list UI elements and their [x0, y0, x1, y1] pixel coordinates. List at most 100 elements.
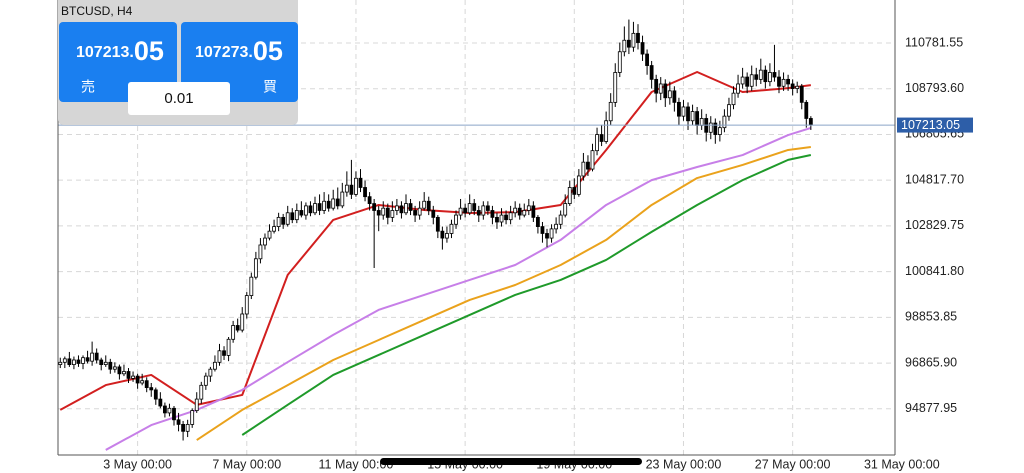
buy-price-big[interactable]: 05	[253, 36, 283, 66]
candle-body	[181, 424, 185, 432]
candle-body	[244, 295, 249, 315]
candle-body	[540, 226, 545, 234]
candle-body	[299, 210, 304, 216]
candle-body	[467, 203, 472, 214]
candle-body	[613, 72, 618, 103]
buy-price[interactable]: 107273.05	[195, 36, 283, 66]
candle-body	[172, 407, 176, 421]
candle-body	[58, 361, 63, 365]
candle-body	[408, 203, 413, 211]
candle-body	[649, 65, 654, 80]
candle-body	[158, 398, 163, 407]
candle-body	[645, 53, 649, 66]
sell-label[interactable]: 売	[81, 79, 95, 95]
x-tick-label: 31 May 00:00	[864, 457, 940, 471]
sell-price[interactable]: 107213.05	[76, 36, 164, 66]
candle-body	[263, 237, 267, 246]
candle-body	[790, 83, 795, 89]
candle-body	[90, 352, 95, 362]
buy-price-main[interactable]: 107273.	[195, 44, 253, 61]
candle-body	[590, 150, 595, 170]
candle-body	[622, 39, 627, 53]
candle-body	[581, 161, 586, 177]
candle-body	[636, 32, 640, 43]
buy-label[interactable]: 買	[263, 79, 277, 95]
candle-body	[213, 361, 217, 370]
candle-body	[731, 92, 736, 106]
candle-body	[103, 361, 108, 365]
candle-body	[586, 161, 590, 170]
x-tick-label: 7 May 00:00	[212, 457, 281, 471]
candle-body	[558, 214, 563, 225]
candle-body	[62, 358, 67, 363]
candle-body	[681, 106, 686, 117]
candle-body	[367, 196, 372, 204]
candle-body	[399, 205, 404, 214]
x-tick-label: 3 May 00:00	[103, 457, 172, 471]
candle-body	[326, 200, 331, 209]
candle-body	[354, 177, 358, 195]
candle-body	[413, 210, 417, 216]
candle-body	[285, 212, 290, 225]
candle-body	[217, 350, 222, 363]
y-tick-label: 102829.75	[905, 218, 964, 232]
candle-body	[576, 175, 581, 195]
candle-body	[504, 214, 508, 221]
candle-body	[572, 187, 577, 195]
candle-body	[208, 368, 213, 377]
lot-value[interactable]: 0.01	[164, 90, 193, 107]
candle-body	[604, 120, 609, 142]
candle-body	[617, 51, 622, 73]
candle-body	[203, 375, 208, 386]
candle-body	[294, 210, 299, 221]
candle-body	[417, 207, 422, 216]
candle-body	[631, 32, 636, 48]
candle-body	[235, 325, 240, 331]
candle-body	[240, 313, 245, 331]
axis-labels: 110781.55108793.60106805.65104817.701028…	[103, 35, 973, 471]
candle-body	[67, 358, 72, 365]
candle-body	[313, 203, 317, 214]
candle-body	[431, 210, 436, 218]
candle-body	[526, 205, 531, 211]
candle-body	[331, 198, 336, 209]
candle-body	[563, 203, 568, 216]
sell-price-big[interactable]: 05	[134, 36, 164, 66]
x-tick-label: 11 May 00:00	[319, 457, 394, 471]
candle-body	[108, 361, 113, 370]
moving-average-line	[105, 126, 812, 451]
last-price-box	[897, 117, 973, 133]
candle-body	[727, 104, 731, 117]
y-tick-label: 100841.80	[905, 264, 964, 278]
candle-body	[99, 359, 104, 365]
candle-body	[317, 203, 322, 211]
lot-input[interactable]	[128, 82, 230, 115]
candle-body	[426, 200, 431, 211]
candle-body	[335, 198, 340, 207]
candle-body	[740, 76, 745, 85]
candle-body	[763, 69, 768, 83]
candle-body	[176, 419, 181, 425]
candle-body	[162, 405, 167, 414]
candle-body	[249, 276, 254, 296]
candle-body	[736, 83, 740, 94]
candle-body	[322, 200, 327, 211]
candle-body	[485, 205, 490, 211]
y-tick-label: 104817.70	[905, 172, 964, 186]
sell-price-main[interactable]: 107213.	[76, 44, 134, 61]
candle-body	[199, 384, 204, 400]
candle-body	[135, 375, 140, 384]
candle-body	[786, 78, 791, 85]
candle-body	[94, 352, 99, 361]
candle-body	[167, 407, 172, 414]
candle-body	[85, 357, 90, 362]
candle-body	[144, 380, 149, 389]
moving-average-line	[59, 71, 811, 411]
candle-body	[804, 101, 809, 119]
candles	[58, 19, 895, 441]
candle-body	[449, 223, 454, 234]
candle-body	[349, 184, 354, 195]
candle-body	[140, 380, 145, 384]
candle-body	[308, 205, 313, 214]
candle-body	[231, 325, 236, 340]
